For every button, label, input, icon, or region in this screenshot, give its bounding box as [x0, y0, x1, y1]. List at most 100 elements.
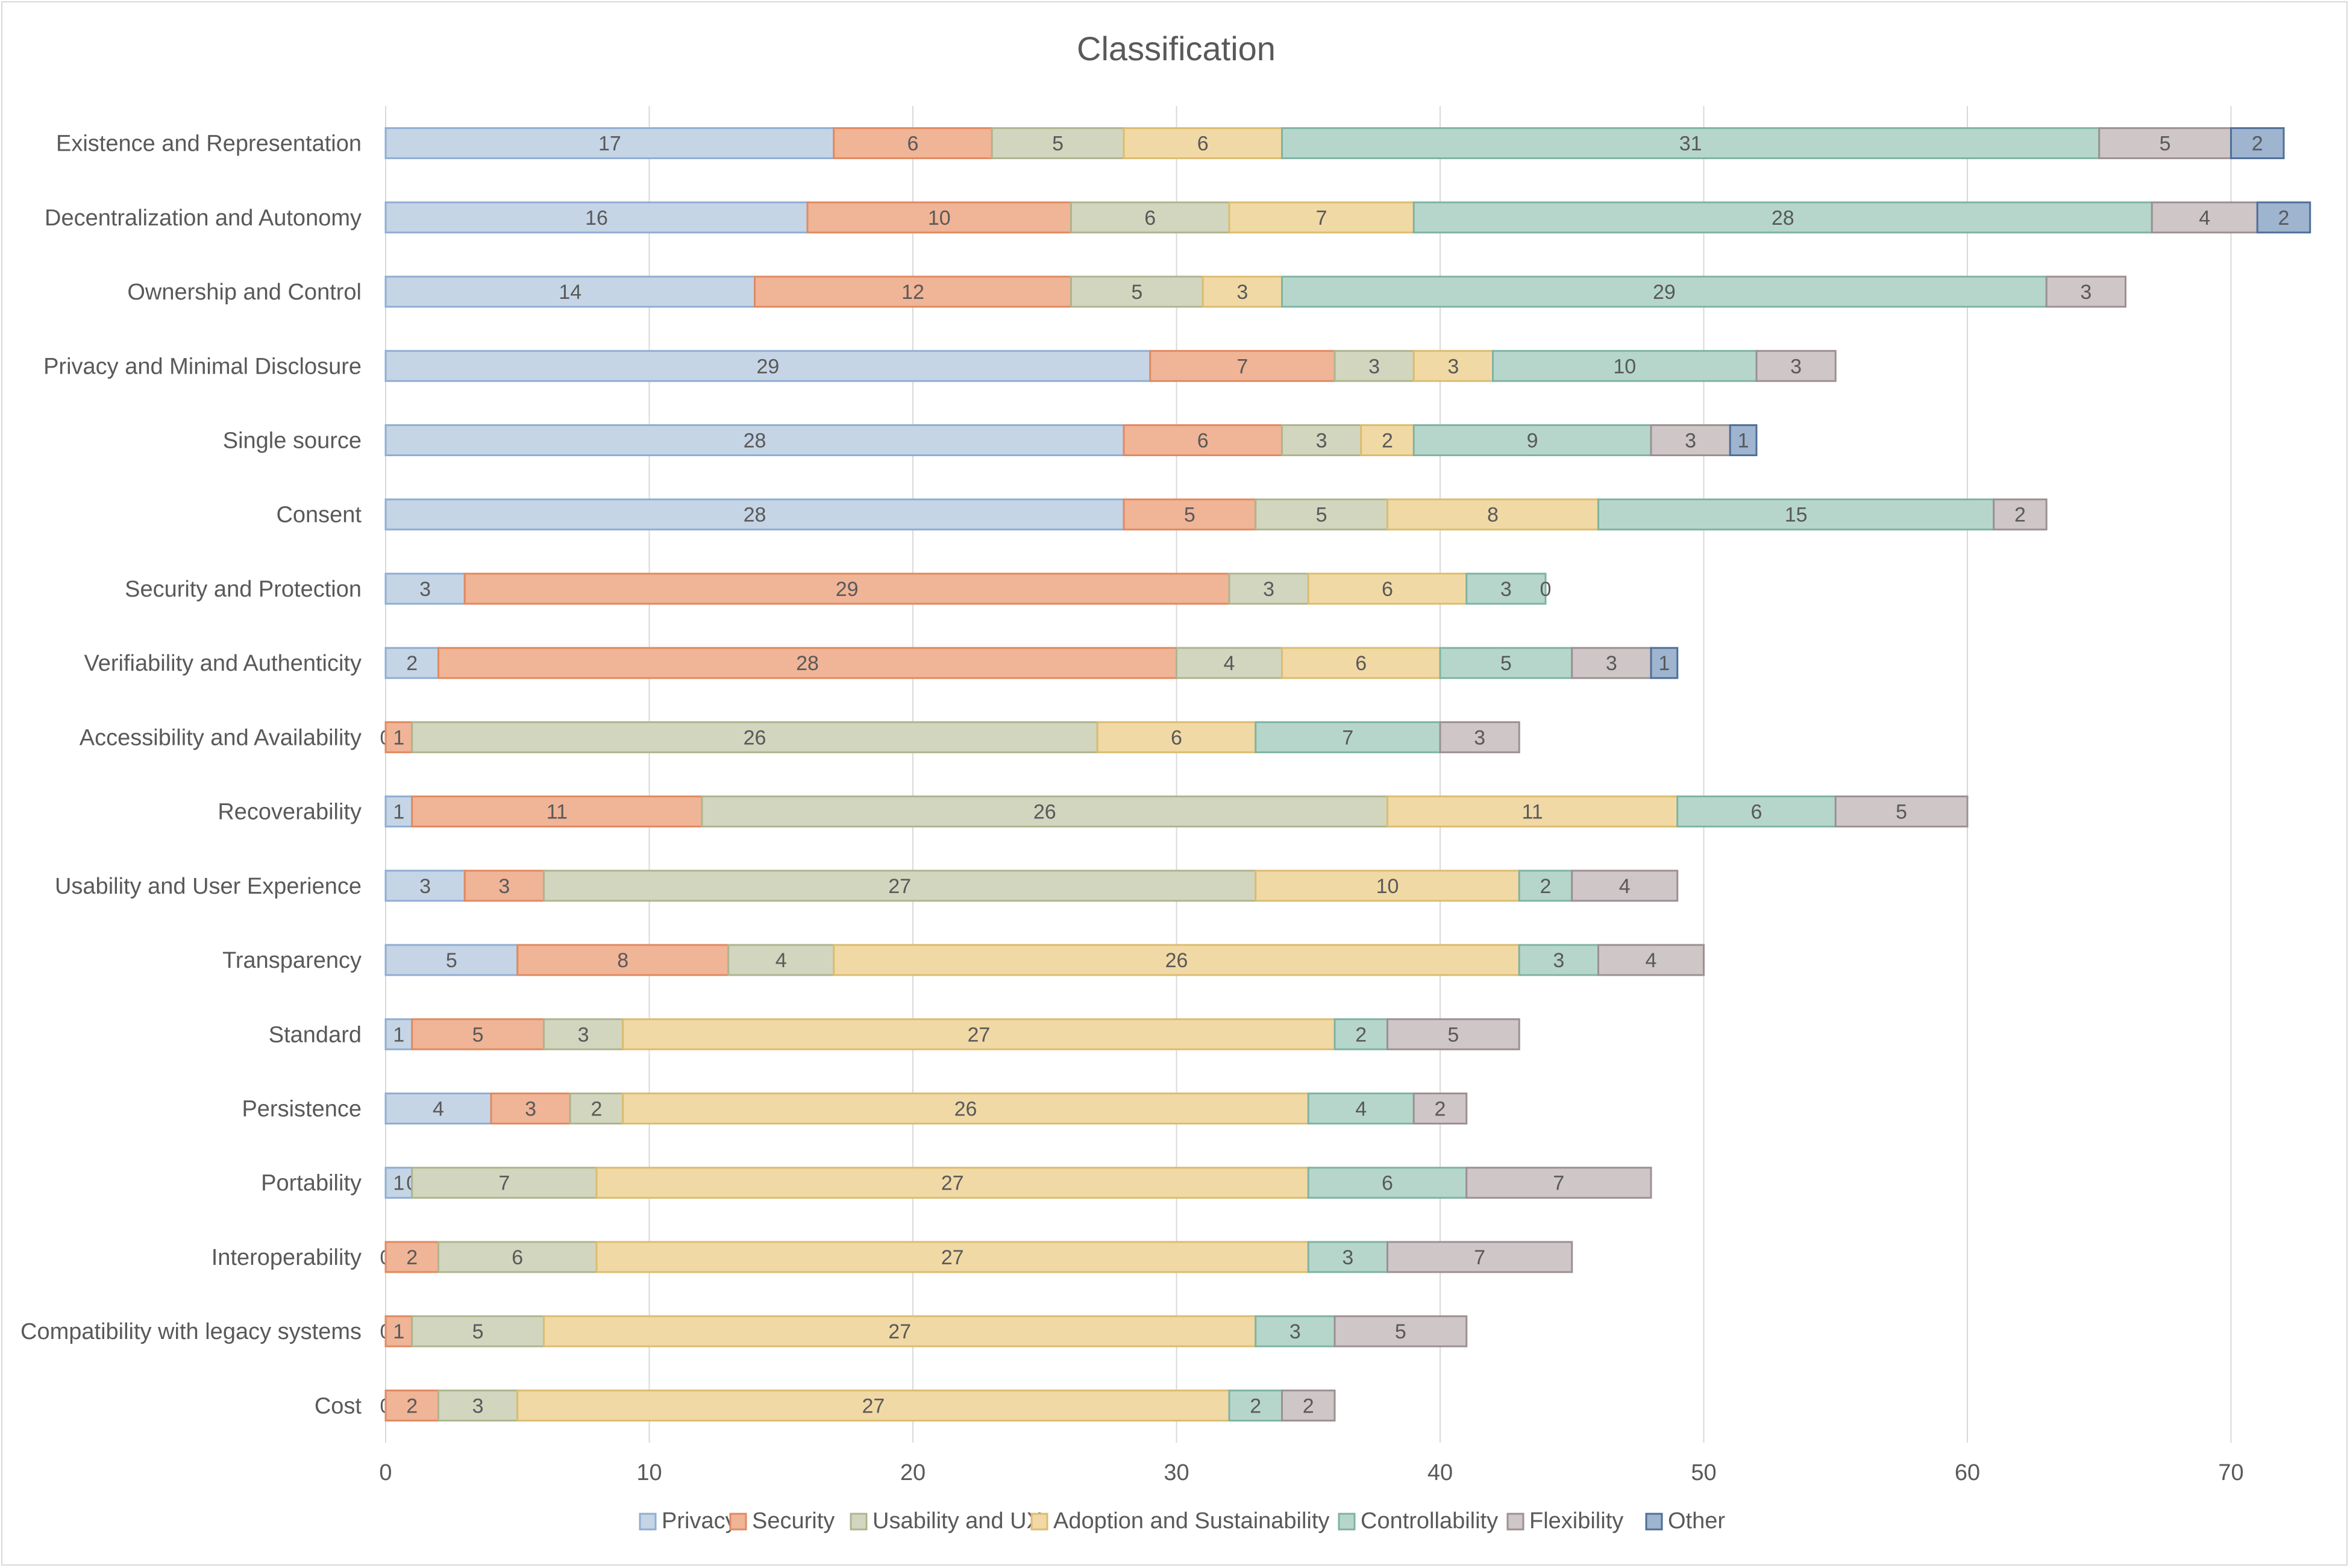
chart-title: Classification: [1077, 30, 1276, 67]
bar-segment: [1412, 350, 1494, 382]
data-label: 6: [1171, 726, 1182, 749]
data-label: 2: [406, 652, 418, 675]
category-label: Portability: [261, 1171, 362, 1196]
bar-segment: [1597, 498, 1995, 531]
category-label: Existence and Representation: [56, 131, 362, 157]
data-label: 7: [498, 1172, 510, 1195]
data-label: 6: [1382, 578, 1393, 601]
legend-swatch: [639, 1513, 657, 1531]
data-label: 1: [393, 726, 404, 749]
bar-segment: [1650, 647, 1679, 679]
bar-segment: [1360, 424, 1415, 456]
legend-swatch: [1338, 1513, 1356, 1531]
bar-segment: [1755, 350, 1837, 382]
data-label: 4: [1619, 875, 1631, 898]
bar-segment: [1386, 498, 1599, 531]
data-label: 4: [1355, 1098, 1367, 1121]
bar-segment: [1255, 870, 1520, 902]
bar-segment: [1307, 1241, 1388, 1273]
category-label: Privacy and Minimal Disclosure: [43, 354, 362, 379]
data-label: 6: [1751, 801, 1762, 824]
data-label: 3: [472, 1394, 484, 1417]
bar-segment: [411, 795, 703, 828]
bar-segment: [1597, 944, 1705, 976]
bar-segment: [1123, 498, 1257, 531]
data-label: 27: [941, 1246, 964, 1269]
bar-segment: [384, 870, 466, 902]
data-label: 16: [585, 207, 608, 230]
data-label: 7: [1342, 726, 1353, 749]
data-label: 31: [1679, 133, 1702, 155]
bar-segment: [1412, 1093, 1468, 1124]
bar-segment: [1465, 572, 1547, 605]
data-label: 3: [525, 1098, 536, 1121]
legend-label: Privacy: [662, 1508, 737, 1534]
legend-swatch: [1506, 1513, 1524, 1531]
legend: Privacy Security Usability and UX Adoption …: [639, 1508, 1725, 1534]
bar-segment: [1518, 870, 1573, 902]
data-label: 2: [1435, 1098, 1446, 1121]
data-label: 4: [776, 949, 787, 972]
data-label: 4: [1224, 652, 1235, 675]
category-label: Verifiability and Authenticity: [84, 651, 362, 676]
x-tick-label: 20: [900, 1460, 926, 1485]
category-label: Single source: [223, 428, 362, 454]
bar-segment: [595, 1167, 1309, 1199]
data-label: 2: [1382, 430, 1393, 453]
bar-segment: [1281, 275, 2048, 308]
data-label: 6: [907, 133, 919, 155]
data-label: 14: [559, 281, 581, 304]
bar-segment: [754, 275, 1072, 308]
data-label: 5: [1896, 801, 1907, 824]
bar-segment: [1096, 721, 1257, 753]
data-label: 5: [1316, 504, 1327, 527]
data-label: 3: [1368, 355, 1380, 378]
x-tick-label: 50: [1691, 1460, 1716, 1485]
bar-segment: [727, 944, 835, 976]
data-label: 7: [1316, 207, 1327, 230]
category-label: Recoverability: [218, 800, 362, 825]
data-label: 3: [1606, 652, 1617, 675]
data-label: 3: [2080, 281, 2092, 304]
data-label: 26: [1033, 801, 1056, 824]
legend-label: Adoption and Sustainability: [1053, 1508, 1329, 1534]
bar-segment: [595, 1241, 1309, 1273]
bar-segment: [1492, 350, 1758, 382]
category-label: Ownership and Control: [127, 280, 362, 305]
bar-segment: [1202, 275, 1283, 308]
data-label: 8: [617, 949, 628, 972]
data-label: 2: [1250, 1394, 1261, 1417]
data-label: 12: [901, 281, 924, 304]
data-label: 2: [2252, 133, 2263, 155]
x-tick-label: 0: [379, 1460, 392, 1485]
bar-segment: [1993, 498, 2048, 531]
bar-segment: [1255, 1315, 1336, 1347]
data-label: 26: [954, 1098, 977, 1121]
data-label: 5: [446, 949, 457, 972]
bar-segment: [1255, 721, 1441, 753]
data-label: 11: [547, 801, 568, 824]
bar-segment: [1412, 201, 2153, 234]
data-label: 3: [498, 875, 510, 898]
data-label: 3: [1316, 430, 1327, 453]
data-label: 5: [2160, 133, 2171, 155]
x-tick-label: 70: [2218, 1460, 2243, 1485]
data-label: 8: [1487, 504, 1499, 527]
data-label: 3: [578, 1023, 589, 1046]
bar-segment: [2230, 127, 2285, 160]
bar-segment: [384, 1018, 413, 1050]
bar-segment: [384, 275, 756, 308]
data-label: 7: [1474, 1246, 1485, 1269]
data-label: 5: [1395, 1320, 1406, 1343]
bar-segment: [1571, 647, 1652, 679]
bar-segment: [2098, 127, 2232, 160]
data-label: 27: [888, 1320, 911, 1343]
bar-segment: [384, 201, 809, 234]
bar-segment: [1729, 424, 1758, 456]
data-label: 2: [406, 1246, 418, 1269]
bar-segment: [411, 721, 1098, 753]
bar-segment: [1281, 647, 1441, 679]
